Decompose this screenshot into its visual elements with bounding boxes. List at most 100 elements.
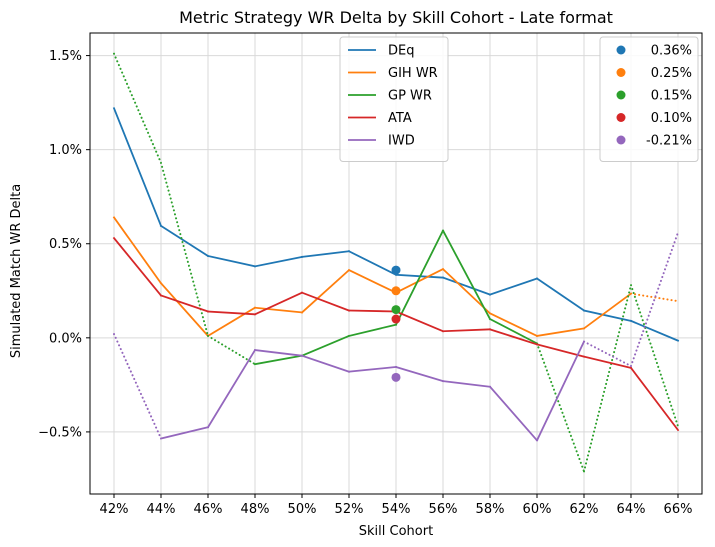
marker-legend-swatch <box>616 45 626 55</box>
series-segment <box>160 161 209 337</box>
x-tick-label: 46% <box>194 502 223 517</box>
marker-point <box>391 265 401 275</box>
y-tick-label: −0.5% <box>38 425 82 440</box>
legend-label: ATA <box>388 111 412 126</box>
x-tick-label: 60% <box>523 502 552 517</box>
series-segment <box>630 284 679 428</box>
series-deq <box>112 107 680 342</box>
series-segment <box>583 340 632 368</box>
series-segment <box>207 334 256 366</box>
series-segment <box>348 366 397 373</box>
series-segment <box>394 365 445 383</box>
series-segment <box>300 268 351 314</box>
series-segment <box>535 340 586 442</box>
y-tick-label: 1.5% <box>49 49 82 64</box>
series-segment <box>441 276 492 296</box>
x-tick-label: 66% <box>664 502 693 517</box>
series-segment <box>113 333 162 440</box>
series-segment <box>583 284 632 473</box>
marker-legend-label: 0.10% <box>651 111 692 126</box>
series-segment <box>206 306 257 338</box>
marker-legend-swatch <box>616 90 626 100</box>
series-segment <box>254 306 303 314</box>
series-segment <box>535 327 586 337</box>
marker-legend-swatch <box>616 113 626 122</box>
series-segment <box>112 216 163 285</box>
y-axis-title: Simulated Match WR Delta <box>9 184 24 358</box>
series-segment <box>394 267 445 294</box>
marker-legend: 0.36% 0.25% 0.15% 0.10% -0.21% <box>599 36 699 162</box>
series-segment <box>159 294 210 313</box>
series-segment <box>629 366 680 432</box>
series-segment <box>207 310 256 316</box>
y-tick-label: 1.0% <box>49 143 82 158</box>
series-segment <box>159 224 210 258</box>
series-segment <box>630 292 679 303</box>
series-segment <box>159 281 210 338</box>
series-segment <box>488 312 539 338</box>
marker-point <box>391 314 401 324</box>
marker-legend-swatch <box>616 135 626 145</box>
series-segment <box>300 334 351 357</box>
series-segment <box>535 277 586 312</box>
series-segment <box>348 309 397 313</box>
marker-legend-label: 0.36% <box>651 44 692 59</box>
series-segment <box>394 310 445 333</box>
marker-legend-swatch <box>616 68 626 77</box>
series-segment <box>441 380 492 388</box>
series-gp-wr <box>113 52 679 473</box>
series-segment <box>253 291 304 316</box>
series-segment <box>253 349 304 357</box>
marker-legend-label: 0.25% <box>651 66 692 81</box>
marker-points <box>391 265 401 382</box>
marker-legend-label: 0.15% <box>651 89 692 104</box>
axis-ticks: 42% 44% 46% 48% 50% 52% 54% 56% 58% 60% 62% 64% 66% −… <box>38 49 692 517</box>
x-tick-label: 64% <box>617 502 646 517</box>
marker-point <box>391 305 401 315</box>
series-segment <box>300 250 351 258</box>
legend-label: GP WR <box>388 89 432 104</box>
legend-label: GIH WR <box>388 66 438 81</box>
series-segment <box>347 323 398 338</box>
series-segment <box>488 277 539 296</box>
series-lines <box>112 52 680 473</box>
series-segment <box>112 236 163 297</box>
y-tick-label: 0.5% <box>49 237 82 252</box>
series-segment <box>488 317 539 345</box>
series-legend: DEq GIH WR GP WR ATA IWD <box>339 36 449 162</box>
legend-box <box>339 36 449 162</box>
marker-legend-box <box>599 36 699 162</box>
series-segment <box>206 254 257 268</box>
series-segment <box>441 229 492 321</box>
series-segment <box>582 309 633 322</box>
series-segment <box>442 328 491 333</box>
series-segment <box>582 355 633 370</box>
series-iwd <box>113 231 679 442</box>
x-tick-label: 54% <box>382 502 411 517</box>
y-tick-label: 0.0% <box>49 331 82 346</box>
series-segment <box>113 52 162 164</box>
x-tick-label: 48% <box>241 502 270 517</box>
series-segment <box>300 354 351 373</box>
marker-point <box>391 286 401 296</box>
series-segment <box>629 319 680 342</box>
legend-label: IWD <box>388 134 415 149</box>
series-segment <box>253 255 304 268</box>
series-segment <box>488 385 539 442</box>
series-ata <box>112 236 680 432</box>
marker-point <box>391 372 401 382</box>
marker-legend-label: -0.21% <box>646 134 692 149</box>
x-tick-label: 44% <box>147 502 176 517</box>
series-segment <box>347 250 398 276</box>
series-segment <box>159 426 210 440</box>
series-segment <box>300 291 351 312</box>
series-segment <box>582 292 633 330</box>
x-tick-label: 62% <box>570 502 599 517</box>
x-tick-label: 42% <box>100 502 129 517</box>
series-segment <box>488 328 539 346</box>
series-segment <box>112 107 163 228</box>
x-tick-label: 58% <box>476 502 505 517</box>
x-tick-label: 50% <box>288 502 317 517</box>
